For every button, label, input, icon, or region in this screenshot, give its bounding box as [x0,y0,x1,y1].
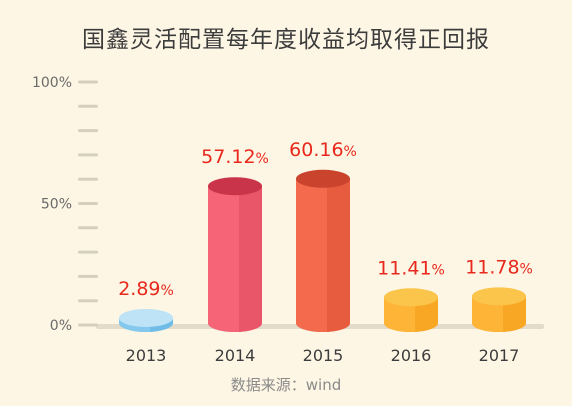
data-label: 11.41% [377,257,445,279]
bar-shade [415,297,438,332]
y-tick-mark [78,299,98,303]
y-tick-mark [78,104,98,108]
y-tick-mark [78,129,98,133]
x-tick-label: 2014 [215,346,256,365]
bar-top [119,308,173,327]
data-label: 57.12% [201,146,269,168]
bar-shade [327,178,350,332]
x-tick-label: 2013 [126,346,167,365]
y-tick-label: 0% [50,318,72,334]
y-tick-mark [78,177,98,181]
y-tick-label: 100% [32,75,72,91]
data-label: 2.89% [118,278,174,300]
chart-title: 国鑫灵活配置每年度收益均取得正回报 [82,27,490,53]
y-tick-mark [78,202,98,205]
bar-top [296,169,350,188]
x-tick-label: 2015 [303,346,344,365]
x-tick-label: 2017 [479,346,520,365]
y-tick-mark [78,250,98,254]
data-label: 60.16% [289,139,357,161]
bar-shade [503,296,526,332]
y-tick-mark [78,226,98,230]
bar-shade [239,186,262,332]
source-note: 数据来源：wind [230,376,342,394]
bar-top [384,288,438,307]
y-tick-label: 50% [41,197,72,213]
y-tick-mark [78,153,98,157]
bar-top [208,177,262,196]
y-tick-mark [78,80,98,84]
bar-top [472,287,526,306]
data-label: 11.78% [465,256,533,278]
y-tick-mark [78,274,98,278]
y-tick-mark [78,323,98,327]
x-tick-label: 2016 [391,346,432,365]
